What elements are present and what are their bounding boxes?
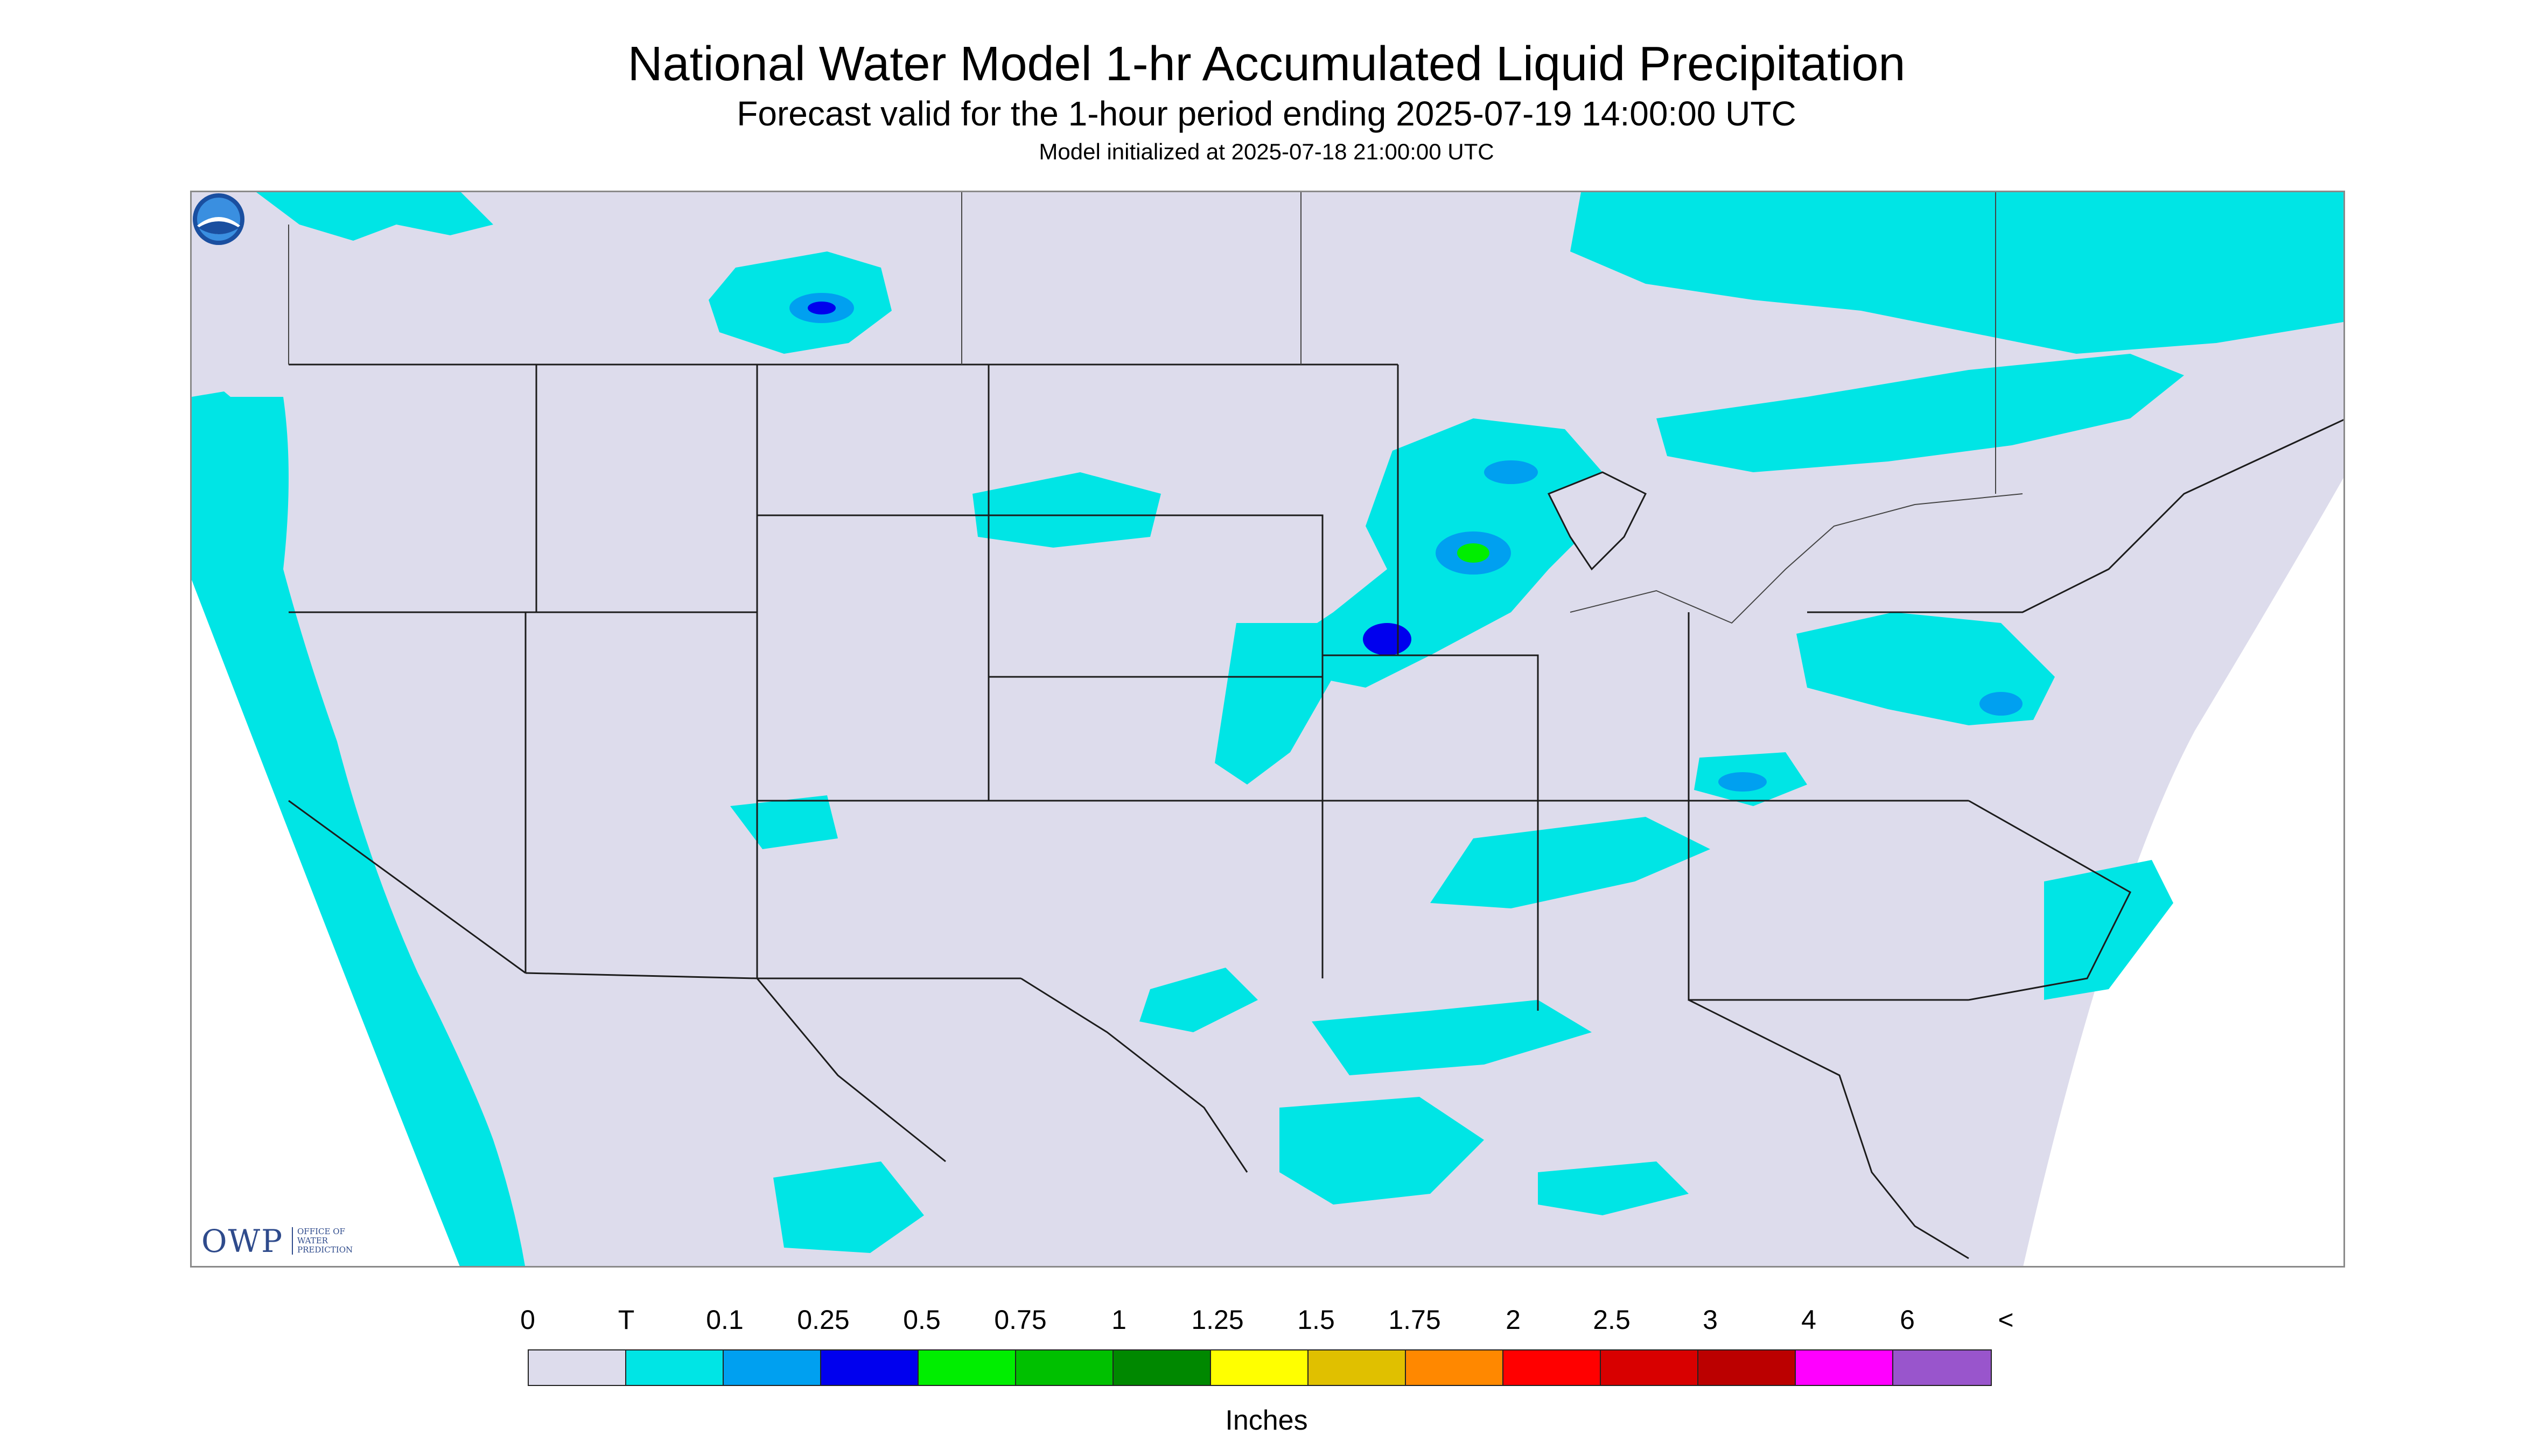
great-lakes-shape [1547,471,1647,571]
canada-precip-east [1570,192,2343,354]
legend-label: 6 [1900,1305,1915,1335]
pacific-precip [192,397,525,1266]
legend-label: 0.1 [706,1305,744,1335]
precipitation-map: OWP OFFICE OF WATER PREDICTION [190,191,2345,1268]
gulf-precip [1279,1097,1484,1205]
legend-swatch [1893,1350,1991,1385]
southeast-precip [1430,817,1710,908]
legend-swatch [1601,1350,1698,1385]
mid-atlantic-core [1979,692,2023,716]
legend-swatch [1211,1350,1309,1385]
legend-swatch [1503,1350,1601,1385]
legend-label: 3 [1703,1305,1718,1335]
great-lakes-north-band [1656,354,2184,472]
pacific-precip-north [192,391,256,515]
legend-label: 1.5 [1297,1305,1335,1335]
midwest-core-1b [1457,543,1489,563]
country-borders [288,192,2023,624]
canada-precip-west [256,192,493,241]
map-canvas [192,192,2343,1266]
legend-label: 1.75 [1388,1305,1441,1335]
midwest-core-2 [1484,460,1538,484]
owp-logo-text: OWP [201,1223,284,1259]
legend-swatch [1016,1350,1114,1385]
gulf-precip-east [1538,1161,1689,1215]
legend-swatch [919,1350,1016,1385]
legend-swatch [1309,1350,1406,1385]
forecast-valid-subtitle: Forecast valid for the 1-hour period end… [737,94,1796,133]
legend-label: 0.75 [994,1305,1047,1335]
legend-label: 1 [1111,1305,1126,1335]
kentucky-core [1718,772,1767,792]
plains-precip [1215,623,1333,785]
legend-swatch [1406,1350,1503,1385]
carolina-coast-precip [2044,860,2173,1000]
legend-swatch [724,1350,821,1385]
legend-label: < [1998,1305,2014,1335]
owp-logo-subtitle: OFFICE OF WATER PREDICTION [292,1227,353,1255]
state-borders [288,363,2343,1259]
noaa-logo [193,193,244,245]
legend-label: 4 [1801,1305,1816,1335]
owp-sub-line: OFFICE OF [297,1227,345,1236]
legend-swatch [529,1350,626,1385]
legend-swatch [1698,1350,1796,1385]
owp-logo: OWP OFFICE OF WATER PREDICTION [201,1221,374,1264]
legend-swatch [821,1350,919,1385]
map-title: National Water Model 1-hr Accumulated Li… [627,37,1906,91]
legend-swatch [1796,1350,1893,1385]
legend-label: 0.25 [797,1305,850,1335]
legend-label: 0.5 [903,1305,941,1335]
dakota-precip [972,472,1161,548]
model-init-line: Model initialized at 2025-07-18 21:00:00… [1039,139,1494,164]
legend-units: Inches [1225,1405,1308,1436]
legend-label: 0 [520,1305,535,1335]
legend-swatch [626,1350,724,1385]
owp-sub-line: WATER [297,1236,328,1245]
canada-precip-core-2 [808,302,836,314]
legend-label: T [618,1305,635,1335]
mexico-precip [773,1161,924,1253]
legend-swatch [1114,1350,1211,1385]
legend-label: 2 [1506,1305,1521,1335]
owp-sub-line: PREDICTION [297,1245,353,1255]
texas-precip [1139,968,1258,1032]
midwest-core-3 [1363,623,1411,655]
legend-label: 2.5 [1593,1305,1631,1335]
legend-color-bar [528,1349,1992,1386]
gulf-coast-precip [1312,1000,1592,1075]
legend-label: 1.25 [1191,1305,1244,1335]
